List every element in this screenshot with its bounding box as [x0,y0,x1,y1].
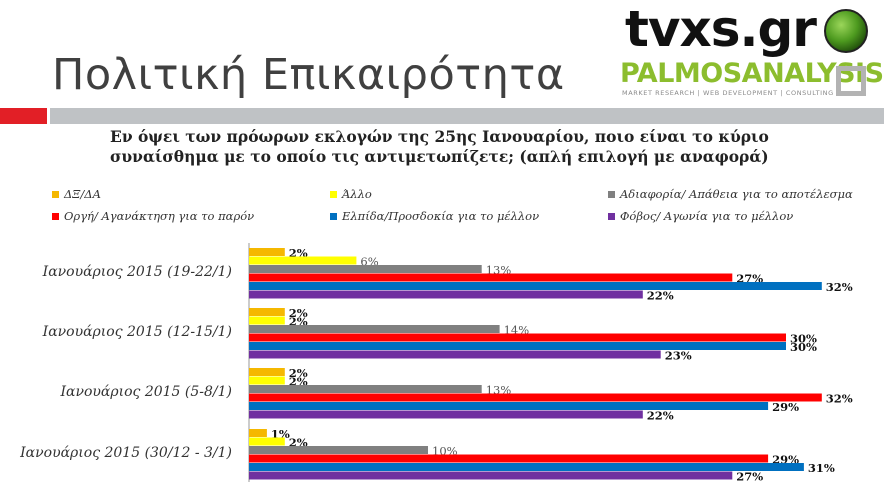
palmos-tagline: MARKET RESEARCH | WEB DEVELOPMENT | CONS… [622,89,834,97]
bar [249,376,285,385]
survey-question: Εν όψει των πρόωρων εκλογών της 25ης Ιαν… [110,127,769,166]
data-label: 22% [647,289,674,303]
legend-swatch [608,212,615,220]
legend-label: Ελπίδα/Προσδοκία για το μέλλον [342,209,540,223]
category-label: Ιανουάριος 2015 (12-15/1) [42,324,232,340]
bar [249,290,643,299]
title-divider [50,108,884,124]
legend-item: ΔΞ/ΔΑ [52,185,101,203]
slide-title: Πολιτική Επικαιρότητα [52,50,565,100]
legend-item: Φόβος/ Αγωνία για το μέλλον [608,207,793,225]
bar [249,437,285,446]
legend-label: Αδιαφορία/ Απάθεια για το αποτέλεσμα [620,187,853,201]
bar [249,333,786,342]
legend-swatch [608,190,615,198]
data-label: 32% [826,392,853,406]
data-label: 30% [790,340,817,354]
data-label: 29% [772,400,799,414]
title-divider-accent [0,108,47,124]
data-label: 27% [736,470,763,484]
data-label: 2% [289,366,308,380]
data-label: 31% [808,461,835,475]
category-label: Ιανουάριος 2015 (5-8/1) [60,384,233,400]
legend-label: Οργή/ Αγανάκτηση για το παρόν [64,209,255,223]
globe-icon [824,9,868,53]
bar [249,342,786,350]
bar [249,265,482,273]
bar [249,446,428,454]
bar [249,402,769,410]
bar [249,316,285,325]
category-label: Ιανουάριος 2015 (30/12 - 3/1) [19,445,232,461]
legend-swatch [52,212,59,220]
bar [249,256,357,265]
bar [249,463,804,471]
bar [249,471,733,480]
palmos-mark-icon [836,66,866,96]
data-label: 32% [826,280,853,294]
legend-label: ΔΞ/ΔΑ [64,187,101,201]
data-label: 22% [647,409,674,423]
legend-item: Αδιαφορία/ Απάθεια για το αποτέλεσμα [608,185,853,203]
bar [249,429,267,437]
legend-swatch [330,212,337,220]
legend-item: Ελπίδα/Προσδοκία για το μέλλον [330,207,539,225]
bar [249,282,822,290]
bar [249,325,500,333]
data-label: 2% [289,306,308,320]
bar [249,368,285,376]
bar [249,393,822,402]
category-label: Ιανουάριος 2015 (19-22/1) [42,264,232,280]
legend-label: Άλλο [342,187,372,201]
data-label: 30% [790,332,817,346]
legend-swatch [330,190,337,198]
bar [249,385,482,393]
bar [249,308,285,316]
legend-swatch [52,190,59,198]
data-label: 23% [665,349,692,363]
tvxs-logo: tvxs.gr [625,0,817,58]
bar [249,454,769,463]
bar [249,248,285,256]
bar [249,350,661,359]
bar [249,410,643,419]
legend-label: Φόβος/ Αγωνία για το μέλλον [620,209,794,223]
legend-item: Άλλο [330,185,372,203]
chart-legend: ΔΞ/ΔΑ Άλλο Αδιαφορία/ Απάθεια για το αποτέ… [0,181,884,226]
legend-item: Οργή/ Αγανάκτηση για το παρόν [52,207,254,225]
bar [249,273,733,282]
